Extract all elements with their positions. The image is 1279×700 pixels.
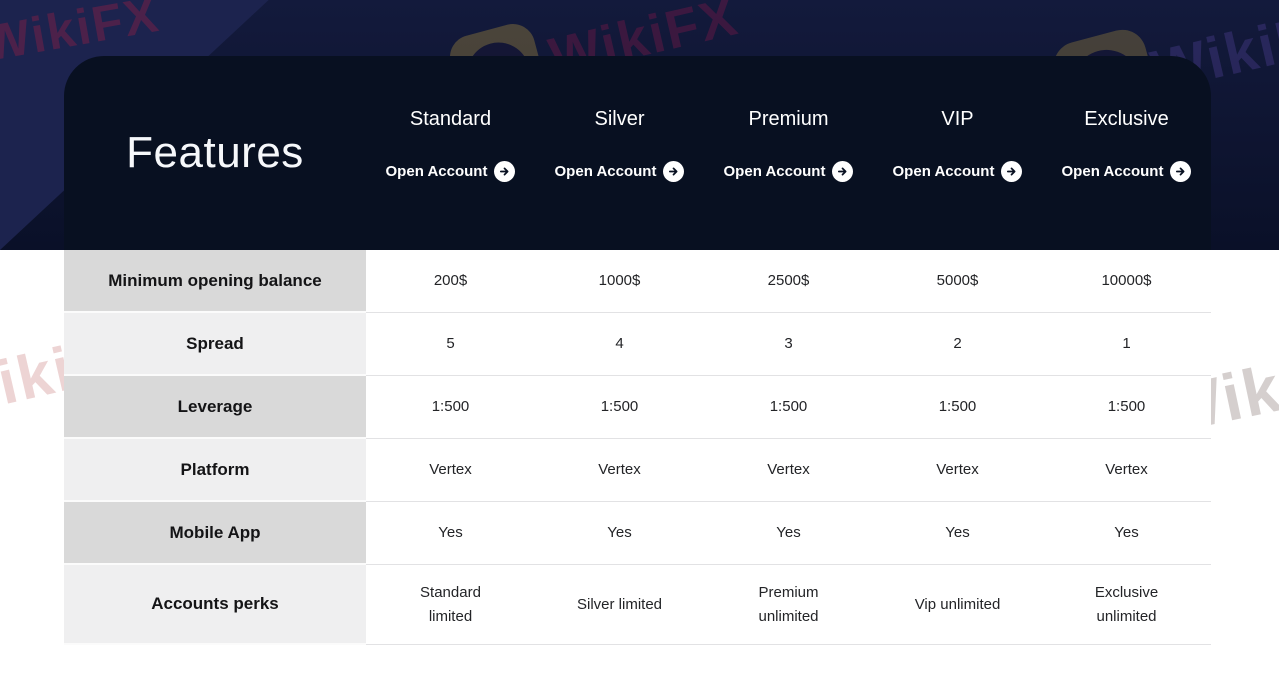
table-cell: Yes: [366, 502, 535, 565]
table-row: Accounts perks Standard limited Silver l…: [64, 565, 1211, 645]
row-label: Mobile App: [64, 502, 366, 565]
table-cell: 200$: [366, 250, 535, 313]
features-comparison-table: Minimum opening balance 200$ 1000$ 2500$…: [64, 250, 1211, 645]
table-cell: 1:500: [366, 376, 535, 439]
plan-name: VIP: [941, 108, 974, 130]
arrow-right-icon: [494, 161, 516, 182]
open-account-link-silver[interactable]: Open Account: [555, 161, 685, 182]
open-account-label: Open Account: [723, 163, 826, 180]
table-cell: Silver limited: [535, 565, 704, 645]
table-row: Platform Vertex Vertex Vertex Vertex Ver…: [64, 439, 1211, 502]
open-account-link-premium[interactable]: Open Account: [724, 161, 854, 182]
plan-name: Standard: [409, 108, 492, 130]
table-cell: Vertex: [366, 439, 535, 502]
row-label: Minimum opening balance: [64, 250, 366, 313]
table-cell: 10000$: [1042, 250, 1211, 313]
features-header-cell: Features: [64, 56, 366, 250]
table-cell: 1:500: [1042, 376, 1211, 439]
open-account-label: Open Account: [554, 163, 657, 180]
plan-name: Premium: [748, 108, 829, 130]
plan-column-exclusive: Exclusive Open Account: [1042, 56, 1211, 250]
table-cell: 5: [366, 313, 535, 376]
table-cell: Vertex: [873, 439, 1042, 502]
table-cell: 2: [873, 313, 1042, 376]
table-cell: Yes: [704, 502, 873, 565]
table-cell: Yes: [1042, 502, 1211, 565]
open-account-link-standard[interactable]: Open Account: [386, 161, 516, 182]
table-cell: Vertex: [535, 439, 704, 502]
table-cell: 2500$: [704, 250, 873, 313]
table-cell: 1000$: [535, 250, 704, 313]
table-cell: 5000$: [873, 250, 1042, 313]
table-cell: Exclusive unlimited: [1042, 565, 1211, 645]
table-cell: 1: [1042, 313, 1211, 376]
table-row: Minimum opening balance 200$ 1000$ 2500$…: [64, 250, 1211, 313]
table-cell: Yes: [535, 502, 704, 565]
plan-column-silver: Silver Open Account: [535, 56, 704, 250]
plan-name: Silver: [594, 108, 645, 130]
open-account-label: Open Account: [385, 163, 488, 180]
page-title: Features: [126, 128, 304, 177]
table-row: Leverage 1:500 1:500 1:500 1:500 1:500: [64, 376, 1211, 439]
arrow-right-icon: [663, 161, 685, 182]
plan-column-premium: Premium Open Account: [704, 56, 873, 250]
open-account-link-exclusive[interactable]: Open Account: [1062, 161, 1192, 182]
row-label: Spread: [64, 313, 366, 376]
table-cell: 4: [535, 313, 704, 376]
row-label: Accounts perks: [64, 565, 366, 645]
row-label: Platform: [64, 439, 366, 502]
plan-column-standard: Standard Open Account: [366, 56, 535, 250]
table-row: Mobile App Yes Yes Yes Yes Yes: [64, 502, 1211, 565]
arrow-right-icon: [1170, 161, 1192, 182]
table-cell: Vertex: [1042, 439, 1211, 502]
table-cell: Vip unlimited: [873, 565, 1042, 645]
open-account-link-vip[interactable]: Open Account: [893, 161, 1023, 182]
table-cell: 1:500: [704, 376, 873, 439]
table-cell: 1:500: [873, 376, 1042, 439]
table-cell: Vertex: [704, 439, 873, 502]
table-cell: Premium unlimited: [704, 565, 873, 645]
row-label: Leverage: [64, 376, 366, 439]
plans-header-card: Features Standard Open Account Silver Op…: [64, 56, 1211, 250]
open-account-label: Open Account: [892, 163, 995, 180]
table-cell: Yes: [873, 502, 1042, 565]
table-cell: Standard limited: [366, 565, 535, 645]
plan-name: Exclusive: [1084, 108, 1169, 130]
arrow-right-icon: [832, 161, 854, 182]
table-cell: 3: [704, 313, 873, 376]
table-cell: 1:500: [535, 376, 704, 439]
arrow-right-icon: [1001, 161, 1023, 182]
table-row: Spread 5 4 3 2 1: [64, 313, 1211, 376]
plan-column-vip: VIP Open Account: [873, 56, 1042, 250]
open-account-label: Open Account: [1061, 163, 1164, 180]
